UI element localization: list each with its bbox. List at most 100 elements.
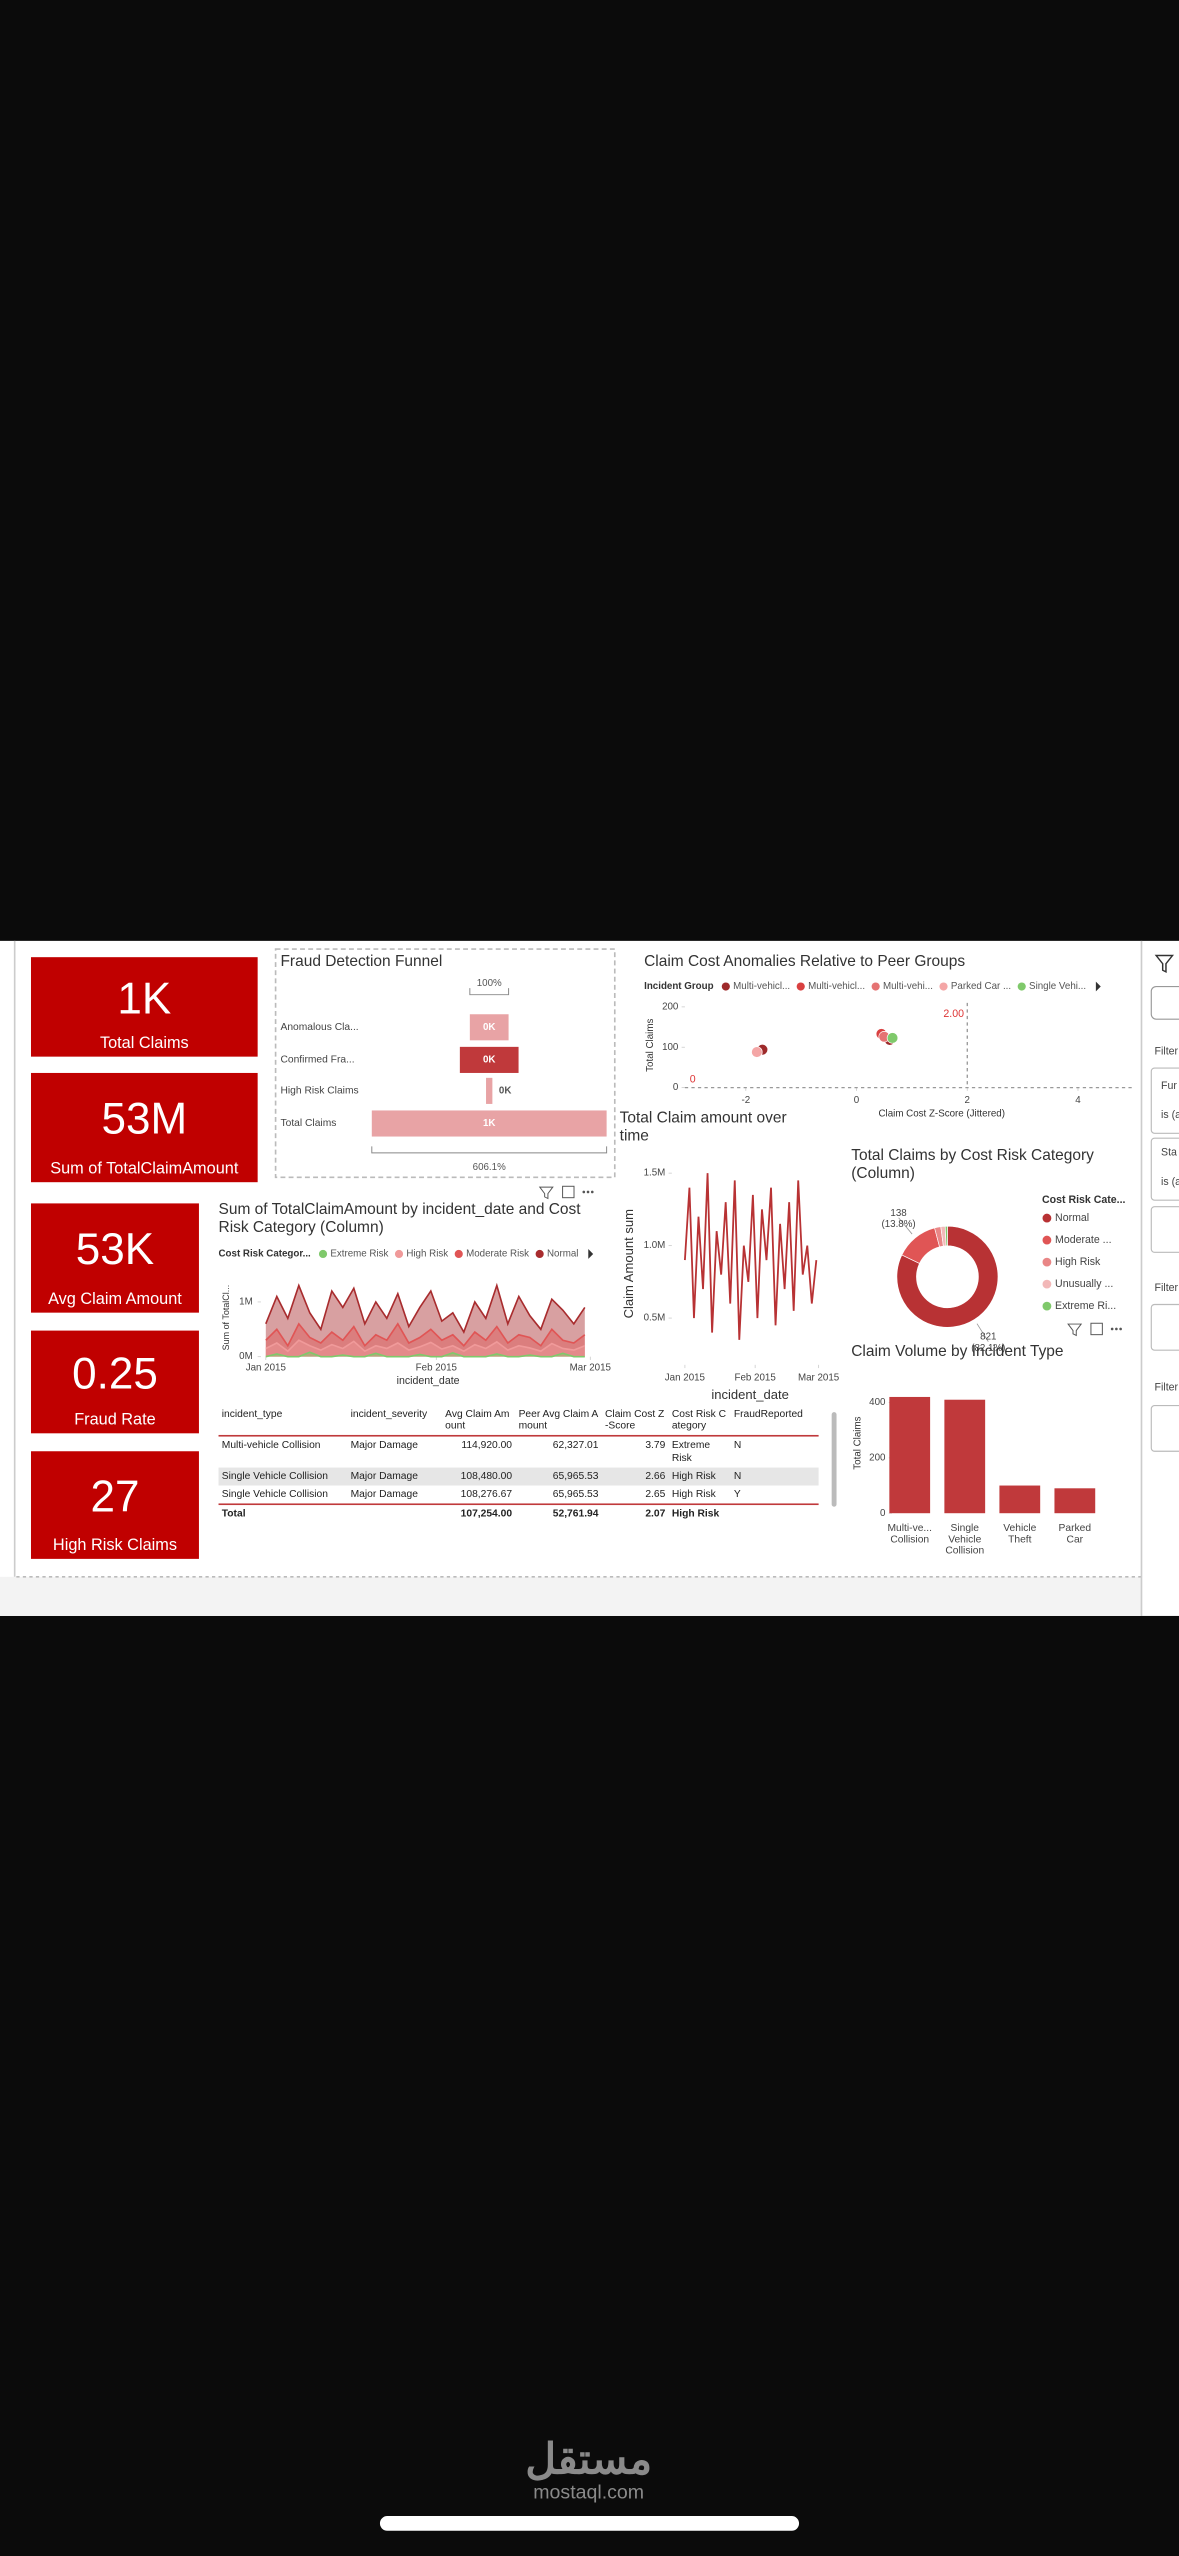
reference-label: 2.00 — [943, 1008, 964, 1020]
legend-swatch — [535, 1249, 544, 1259]
chart-title: Fraud Detection Funnel — [280, 953, 442, 970]
table-header-cell: incident_type — [221, 1408, 283, 1421]
table-cell: Extreme Risk — [671, 1440, 711, 1464]
table-row: Single Vehicle Collision Major Damage 108,… — [218, 1467, 819, 1486]
table-cell: N — [733, 1470, 742, 1483]
watermark-arabic: مستقل — [525, 2435, 652, 2482]
legend-title: Cost Risk Categor... — [219, 1249, 312, 1260]
data-table: incident_type incident_severity Avg Claim … — [218, 1406, 819, 1524]
funnel-category: Confirmed Fra... — [280, 1055, 354, 1066]
filter-card — [1150, 1067, 1179, 1134]
legend-swatch — [796, 982, 805, 991]
table-header-cell: Avg Claim Amount — [445, 1408, 510, 1433]
funnel-category: Total Claims — [280, 1118, 336, 1129]
legend-swatch — [1042, 1257, 1052, 1267]
table-cell: High Risk — [671, 1508, 720, 1521]
legend-label: Multi-vehicl... — [808, 981, 865, 992]
legend-label: Extreme Ri... — [1055, 1300, 1116, 1312]
table-header-row: incident_type incident_severity Avg Claim … — [218, 1406, 819, 1438]
funnel-value-label: 0K — [499, 1085, 511, 1096]
legend-swatch — [454, 1249, 463, 1259]
x-tick-label: Jan 2015 — [665, 1372, 706, 1383]
donut-value-label: 821 (82.1%) — [971, 1331, 1005, 1353]
legend-label: Normal — [547, 1249, 578, 1260]
kpi-card — [30, 1451, 199, 1559]
y-axis-label: Claim Amount sum — [621, 1209, 636, 1318]
table-cell: Multi-vehicle Collision — [221, 1440, 321, 1453]
table-total-row: Total 107,254.00 52,761.94 2.07 High Risk — [218, 1504, 819, 1524]
y-tick-label: 0 — [880, 1508, 886, 1519]
filter-card — [1150, 1405, 1179, 1452]
area-line — [265, 1322, 586, 1348]
x-tick-label: Feb 2015 — [735, 1372, 777, 1383]
table-row: Single Vehicle Collision Major Damage 108,… — [219, 1486, 819, 1504]
selected-visual-border — [274, 948, 616, 1179]
table-header-cell: Cost Risk Category — [671, 1408, 727, 1433]
watermark-latin: mostaql.com — [533, 2481, 644, 2503]
filter-pane-text: Fur — [1161, 1080, 1177, 1092]
legend-swatch — [871, 982, 880, 991]
funnel-top-label: 100% — [477, 978, 502, 989]
y-tick-label: 400 — [869, 1397, 886, 1408]
x-axis-label: incident_date — [711, 1387, 789, 1402]
y-axis-label: Total Claims — [645, 1019, 656, 1072]
table-cell: Major Damage — [350, 1440, 418, 1453]
legend-swatch — [939, 982, 948, 991]
donut-value-label: 138 (13.8%) — [881, 1207, 915, 1229]
focus-icon — [1090, 1322, 1103, 1336]
filter-pane-text: is (a — [1161, 1176, 1179, 1188]
y-axis-label: Sum of TotalCl... — [221, 1285, 231, 1351]
x-tick-label: Multi-ve... Collision — [887, 1523, 932, 1545]
bar — [889, 1396, 931, 1514]
legend-label: High Risk — [1055, 1256, 1101, 1268]
table-scrollbar — [831, 1412, 837, 1507]
funnel-bar — [371, 1110, 607, 1137]
kpi-value: 27 — [90, 1472, 139, 1521]
legend-swatch — [1042, 1235, 1052, 1245]
legend-swatch — [1017, 982, 1026, 991]
scatter-point — [886, 1032, 899, 1044]
legend-label: Moderate Risk — [466, 1249, 529, 1260]
filter-pane-text: Filter — [1155, 1282, 1179, 1294]
table-header-cell: Peer Avg Claim Amount — [518, 1408, 599, 1433]
legend-scroll-arrow — [588, 1249, 594, 1259]
chart-title: Claim Volume by Incident Type — [851, 1343, 1063, 1360]
x-tick-label: Mar 2015 — [570, 1363, 612, 1374]
y-tick-label: 1M — [239, 1297, 253, 1308]
kpi-value: 0.25 — [72, 1349, 158, 1398]
y-tick-label: 0.5M — [644, 1313, 666, 1324]
kpi-value: 53M — [102, 1095, 188, 1144]
legend-title: Cost Risk Cate... — [1042, 1194, 1126, 1206]
table-cell: High Risk — [671, 1470, 716, 1483]
table-container: incident_type incident_severity Avg Claim … — [218, 1406, 819, 1524]
table-cell: Y — [733, 1489, 741, 1501]
more-icon — [590, 1190, 594, 1194]
funnel-category: Anomalous Cla... — [280, 1022, 358, 1033]
home-indicator — [379, 2516, 800, 2531]
chart-title: Claim Cost Anomalies Relative to Peer Gr… — [644, 953, 965, 970]
more-icon — [1119, 1327, 1122, 1331]
legend-label: Multi-vehi... — [883, 981, 933, 992]
x-tick-label: Vehicle Theft — [1003, 1523, 1036, 1545]
filter-card — [1150, 1206, 1179, 1253]
filter-pane-text: Sta — [1161, 1147, 1177, 1159]
table-row: Multi-vehicle Collision Major Damage 114,9… — [219, 1437, 819, 1467]
kpi-card — [30, 1330, 199, 1434]
x-tick-label: Jan 2015 — [246, 1363, 287, 1374]
y-tick-label: 200 — [869, 1452, 886, 1463]
x-axis-label: Claim Cost Z-Score (Jittered) — [879, 1108, 1005, 1119]
kpi-value: 53K — [76, 1225, 154, 1274]
donut-segment — [896, 1225, 999, 1328]
table-cell: Major Damage — [350, 1489, 418, 1501]
table-cell: High Risk — [671, 1489, 716, 1501]
y-tick-label: 0 — [673, 1082, 679, 1093]
chart-title: Total Claim amount over time — [620, 1110, 787, 1145]
more-icon — [586, 1190, 590, 1194]
funnel-bar — [486, 1077, 493, 1104]
kpi-card — [30, 1203, 199, 1313]
filter-card — [1150, 1303, 1179, 1351]
bar — [1054, 1488, 1096, 1514]
funnel-bar — [459, 1046, 519, 1073]
